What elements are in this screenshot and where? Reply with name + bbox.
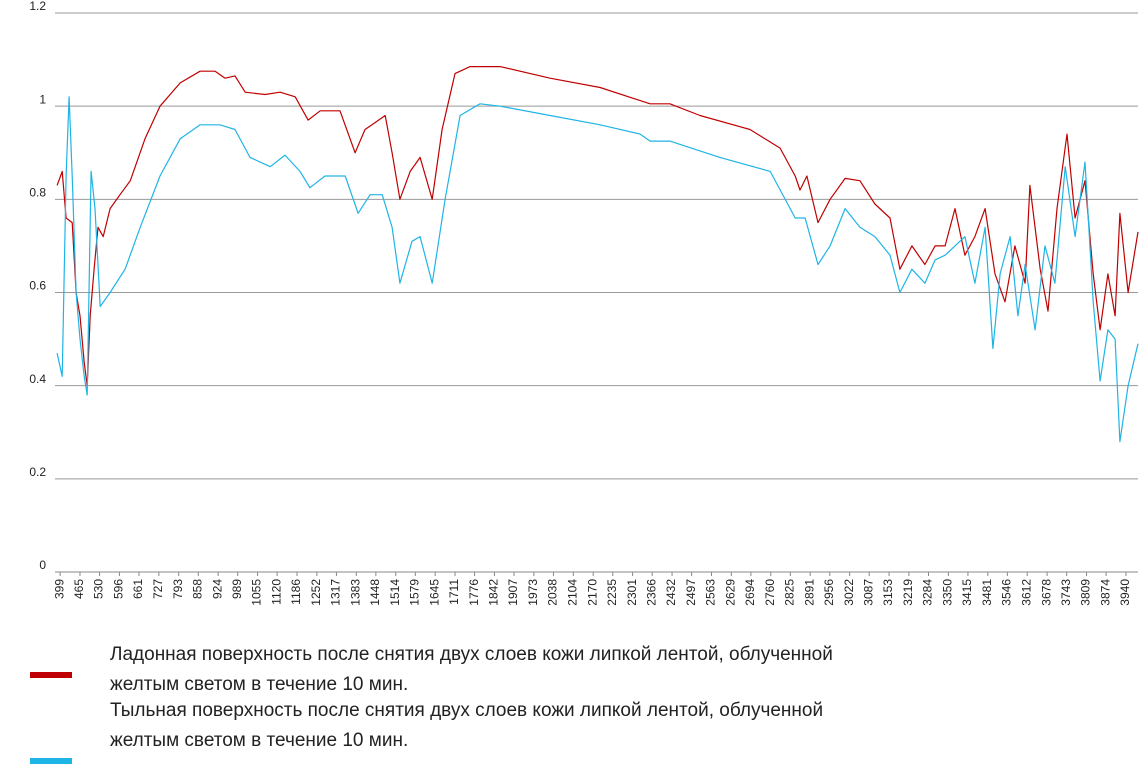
x-tick-label: 465 xyxy=(72,579,86,599)
x-tick-label: 1055 xyxy=(250,579,264,606)
x-tick-label: 2235 xyxy=(605,579,619,606)
series-line xyxy=(56,96,1139,443)
x-tick-label: 1973 xyxy=(526,579,540,606)
x-tick-label: 3284 xyxy=(921,579,935,606)
x-tick-label: 2432 xyxy=(664,579,678,606)
y-tick-label: 0.6 xyxy=(29,279,46,293)
x-tick-label: 858 xyxy=(190,579,204,599)
x-tick-label: 1579 xyxy=(407,579,421,606)
x-tick-label: 1448 xyxy=(368,579,382,606)
x-tick-label: 1842 xyxy=(487,579,501,606)
x-tick-label: 2038 xyxy=(546,579,560,606)
x-tick-label: 2694 xyxy=(743,579,757,606)
x-tick-label: 2497 xyxy=(684,579,698,606)
x-tick-label: 3153 xyxy=(881,579,895,606)
y-tick-label: 1.2 xyxy=(29,0,46,13)
x-tick-label: 3940 xyxy=(1118,579,1132,606)
x-tick-label: 989 xyxy=(230,579,244,599)
x-tick-label: 1514 xyxy=(388,579,402,606)
x-tick-label: 3087 xyxy=(861,579,875,606)
x-tick-label: 2563 xyxy=(704,579,718,606)
y-tick-label: 0.2 xyxy=(29,465,46,479)
x-tick-label: 1317 xyxy=(329,579,343,606)
x-tick-label: 3874 xyxy=(1098,579,1112,606)
x-tick-label: 1907 xyxy=(506,579,520,606)
x-tick-label: 1776 xyxy=(467,579,481,606)
x-tick-label: 2301 xyxy=(625,579,639,606)
x-tick-label: 2825 xyxy=(783,579,797,606)
x-tick-label: 3219 xyxy=(901,579,915,606)
x-tick-label: 3809 xyxy=(1079,579,1093,606)
x-tick-label: 727 xyxy=(151,579,165,599)
x-tick-label: 1120 xyxy=(269,579,283,605)
series-line xyxy=(56,66,1139,387)
x-tick-label: 793 xyxy=(171,579,185,599)
x-tick-label: 3350 xyxy=(941,579,955,606)
chart: 0 0.2 0.4 0.6 0.8 1 1.2 399 465 530 596 661 727 793 85… xyxy=(29,0,1139,606)
x-tick-label: 661 xyxy=(131,579,145,599)
x-tick-label: 1252 xyxy=(309,579,323,606)
x-tick-label: 596 xyxy=(112,579,126,599)
legend-label: Ладонная поверхность после снятия двух с… xyxy=(110,644,833,695)
x-tick-label: 399 xyxy=(52,579,66,599)
x-tick-label: 1383 xyxy=(348,579,362,606)
x-tick-label: 2170 xyxy=(585,579,599,606)
x-tick-label: 530 xyxy=(92,579,106,599)
x-tick-label: 2956 xyxy=(822,579,836,606)
x-tick-label: 924 xyxy=(210,579,224,599)
x-tick-label: 1186 xyxy=(289,579,303,605)
legend-swatch xyxy=(30,758,72,764)
y-tick-label: 0.8 xyxy=(29,186,46,200)
x-tick-label: 1645 xyxy=(427,579,441,606)
x-tick-label: 3481 xyxy=(980,579,994,606)
x-tick-label: 2104 xyxy=(565,579,579,606)
y-tick-label: 0 xyxy=(39,558,46,572)
x-tick-label: 2760 xyxy=(763,579,777,606)
x-tick-label: 2891 xyxy=(802,579,816,606)
y-tick-label: 0.4 xyxy=(29,372,46,386)
x-tick-label: 2629 xyxy=(724,579,738,606)
x-tick-label: 3022 xyxy=(842,579,856,606)
x-tick-label: 3415 xyxy=(960,579,974,606)
legend-label: Тыльная поверхность после снятия двух сл… xyxy=(110,700,824,751)
x-tick-label: 2366 xyxy=(644,579,658,606)
x-tick-label: 3743 xyxy=(1059,579,1073,606)
x-tick-label: 1711 xyxy=(447,579,461,605)
y-tick-label: 1 xyxy=(39,92,46,106)
legend-swatch xyxy=(30,672,72,678)
x-tick-label: 3678 xyxy=(1039,579,1053,606)
x-tick-label: 3612 xyxy=(1019,579,1033,606)
x-tick-label: 3546 xyxy=(1000,579,1014,606)
